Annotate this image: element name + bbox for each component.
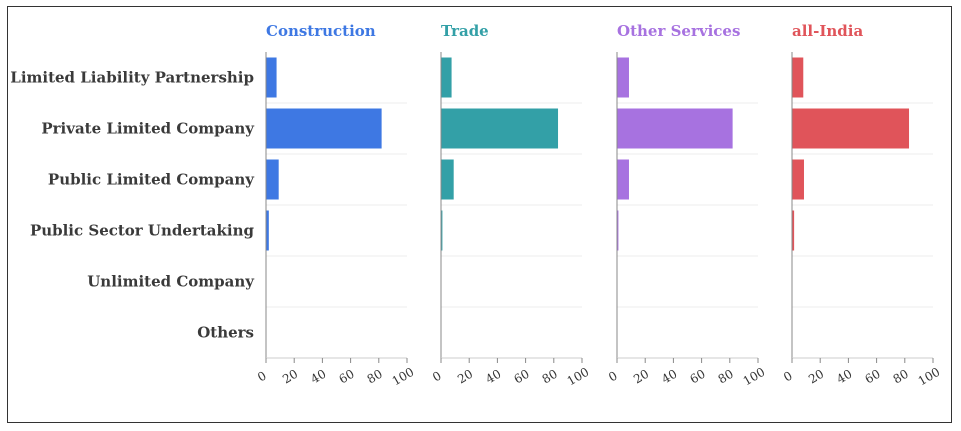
bar xyxy=(441,159,454,200)
x-tick-label: 0 xyxy=(781,369,795,385)
x-tick-label: 20 xyxy=(280,367,300,387)
x-tick-label: 60 xyxy=(511,367,531,387)
bar xyxy=(617,108,733,149)
bar xyxy=(617,159,629,200)
panel-title: Trade xyxy=(441,22,489,40)
x-tick-label: 100 xyxy=(390,365,417,389)
x-tick-label: 80 xyxy=(540,367,560,387)
category-label: Limited Liability Partnership xyxy=(10,69,254,87)
bar xyxy=(441,57,452,98)
x-tick-label: 80 xyxy=(365,367,385,387)
panel-title: all-India xyxy=(792,22,863,40)
x-tick-label: 0 xyxy=(606,369,620,385)
bar xyxy=(266,57,277,98)
category-label: Private Limited Company xyxy=(41,120,255,138)
x-tick-label: 80 xyxy=(891,367,911,387)
x-tick-label: 60 xyxy=(862,367,882,387)
x-tick-label: 100 xyxy=(916,365,943,389)
bar xyxy=(792,159,804,200)
panel-title: Other Services xyxy=(617,22,740,40)
x-tick-label: 40 xyxy=(308,367,328,387)
category-label: Public Sector Undertaking xyxy=(30,222,255,240)
x-tick-label: 100 xyxy=(741,365,768,389)
bar xyxy=(441,210,443,251)
bar xyxy=(266,159,279,200)
bar xyxy=(792,57,804,98)
panel-title: Construction xyxy=(266,22,376,40)
x-tick-label: 40 xyxy=(483,367,503,387)
bar xyxy=(617,210,619,251)
bar xyxy=(266,210,269,251)
x-tick-label: 40 xyxy=(834,367,854,387)
x-tick-label: 60 xyxy=(687,367,707,387)
bar xyxy=(792,210,795,251)
category-label: Public Limited Company xyxy=(48,171,255,189)
x-tick-label: 0 xyxy=(430,369,444,385)
x-tick-label: 60 xyxy=(336,367,356,387)
x-tick-label: 100 xyxy=(565,365,592,389)
x-tick-label: 40 xyxy=(659,367,679,387)
x-tick-label: 0 xyxy=(255,369,269,385)
x-tick-label: 20 xyxy=(455,367,475,387)
x-tick-label: 80 xyxy=(716,367,736,387)
bar xyxy=(617,57,629,98)
category-label: Unlimited Company xyxy=(87,273,255,291)
bar xyxy=(441,108,559,149)
category-label: Others xyxy=(197,324,254,342)
x-tick-label: 20 xyxy=(631,367,651,387)
bar xyxy=(792,108,910,149)
x-tick-label: 20 xyxy=(806,367,826,387)
bar xyxy=(266,108,382,149)
